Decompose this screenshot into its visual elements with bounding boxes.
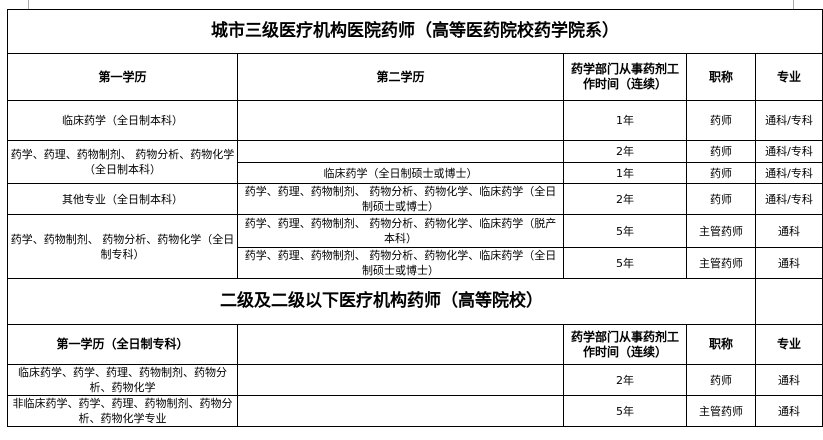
section2-title: 二级及二级以下医疗机构药师（高等院校） <box>7 278 756 325</box>
work-time-cell: 2年 <box>563 183 687 215</box>
table-row: 临床药学（全日制本科） 1年 药师 通科/专科 <box>7 100 823 141</box>
table-row: 临床药学（全日制硕士或博士） 1年 药师 通科/专科 <box>8 162 823 184</box>
work-time-cell: 5年 <box>563 214 687 248</box>
table-row: 药学、药理、药物制剂、 药物分析、药物化学（全日制本科） 2年 药师 通科/专科 <box>7 140 823 184</box>
second-degree-cell <box>237 364 564 396</box>
second-degree-cell <box>237 100 564 141</box>
section1-title: 城市三级医疗机构医院药师（高等医药院校药学院系） <box>6 9 823 54</box>
title-cell: 药师 <box>686 140 756 163</box>
header-title: 职称 <box>686 324 756 365</box>
title-cell: 主管药师 <box>686 214 756 248</box>
work-time-cell: 1年 <box>563 162 687 184</box>
page-margin-mark <box>793 0 794 10</box>
second-degree-cell: 临床药学（全日制硕士或博士） <box>237 162 564 184</box>
second-degree-cell: 药学、药理、药物制剂、 药物分析、药物化学、临床药学（全日制硕士或博士） <box>237 247 564 279</box>
header-second-degree: 第二学历 <box>237 53 564 101</box>
second-degree-cell: 药学、药理、药物制剂、 药物分析、药物化学、临床药学（脱产本科） <box>237 214 564 248</box>
header-work-time: 药学部门从事药剂工作时间（连续） <box>563 324 687 365</box>
major-cell: 通科 <box>754 364 823 396</box>
header-major: 专业 <box>754 53 823 101</box>
table-row: 药学、药物制剂、 药物分析、药物化学（全日制专科） 药学、药理、药物制剂、 药物… <box>7 214 823 279</box>
header-empty <box>237 324 564 365</box>
major-cell: 通科/专科 <box>754 162 823 184</box>
major-cell: 通科/专科 <box>754 140 823 163</box>
table-row: 非临床药学、药学、药理、药物制剂、药物分析、药物化学专业 5年 主管药师 通科 <box>7 395 823 427</box>
header-first-degree: 第一学历（全日制专科） <box>7 324 238 365</box>
table-row: 药学、药理、药物制剂、 药物分析、药物化学、临床药学（全日制硕士或博士） 5年 … <box>8 247 823 279</box>
work-time-cell: 2年 <box>563 364 687 396</box>
page-margin-mark <box>28 0 29 10</box>
header-work-time: 药学部门从事药剂工作时间（连续） <box>563 53 687 101</box>
first-degree-cell: 临床药学、药学、药理、药物制剂、药物分析、药物化学 <box>7 364 238 396</box>
first-degree-cell: 非临床药学、药学、药理、药物制剂、药物分析、药物化学专业 <box>7 395 238 427</box>
first-degree-cell: 药学、药理、药物制剂、 药物分析、药物化学（全日制本科） <box>7 140 238 184</box>
table-row: 临床药学、药学、药理、药物制剂、药物分析、药物化学 2年 药师 通科 <box>7 364 823 396</box>
title-cell: 药师 <box>686 183 756 215</box>
header-title: 职称 <box>686 53 756 101</box>
pharmacist-qualification-table: 城市三级医疗机构医院药师（高等医药院校药学院系） 第一学历 第二学历 药学部门从… <box>6 9 823 427</box>
second-degree-cell <box>237 395 564 427</box>
work-time-cell: 1年 <box>563 100 687 141</box>
title-cell: 药师 <box>686 162 756 184</box>
work-time-cell: 5年 <box>563 247 687 279</box>
work-time-cell: 5年 <box>563 395 687 427</box>
empty-cell <box>754 278 823 325</box>
major-cell: 通科 <box>754 214 823 248</box>
major-cell: 通科 <box>754 395 823 427</box>
title-cell: 主管药师 <box>686 247 756 279</box>
title-cell: 药师 <box>686 100 756 141</box>
major-cell: 通科/专科 <box>754 100 823 141</box>
second-degree-cell <box>237 140 564 163</box>
work-time-cell: 2年 <box>563 140 687 163</box>
major-cell: 通科 <box>754 247 823 279</box>
first-degree-cell: 药学、药物制剂、 药物分析、药物化学（全日制专科） <box>7 214 238 279</box>
first-degree-cell: 临床药学（全日制本科） <box>7 100 238 141</box>
major-cell: 通科/专科 <box>754 183 823 215</box>
table-row: 其他专业（全日制本科） 药学、药理、药物制剂、 药物分析、药物化学、临床药学（全… <box>7 183 823 215</box>
title-cell: 主管药师 <box>686 395 756 427</box>
header-first-degree: 第一学历 <box>7 53 238 101</box>
title-cell: 药师 <box>686 364 756 396</box>
first-degree-cell: 其他专业（全日制本科） <box>7 183 238 215</box>
header-major: 专业 <box>754 324 823 365</box>
second-degree-cell: 药学、药理、药物制剂、 药物分析、药物化学、临床药学（全日制硕士或博士） <box>237 183 564 215</box>
